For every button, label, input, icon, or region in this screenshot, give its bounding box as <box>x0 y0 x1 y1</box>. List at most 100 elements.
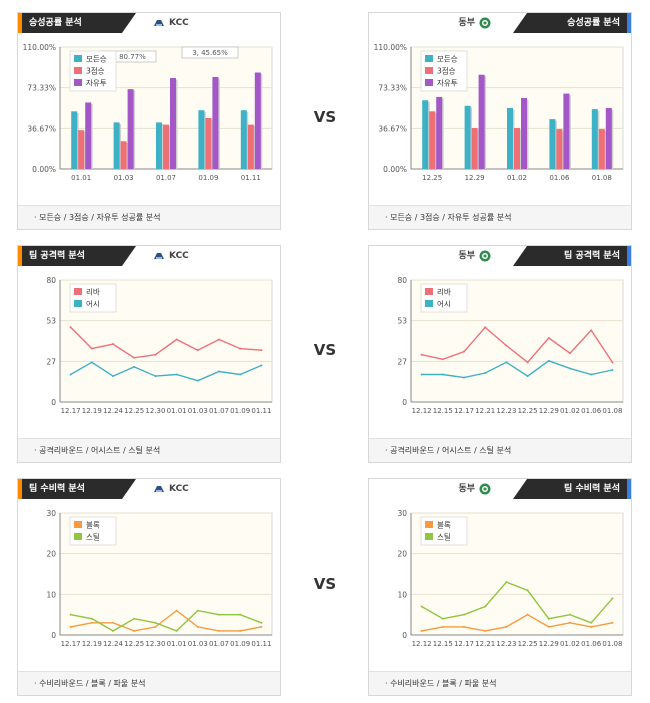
panel-header: 승성공률 분석 KCC <box>18 13 280 33</box>
point-리바 <box>590 329 593 332</box>
panel-title: 승성공률 분석 <box>513 13 631 33</box>
bar-자유투 <box>605 108 612 169</box>
y-tick-label: 36.67% <box>27 124 56 133</box>
point-리바 <box>218 338 220 341</box>
panel-title: 팀 공격력 분석 <box>18 246 136 266</box>
bar-3점승 <box>598 129 605 169</box>
team-label: 동부 <box>458 482 491 496</box>
point-리바 <box>239 347 242 350</box>
dongbu-logo-icon <box>479 483 491 495</box>
legend-swatch <box>74 533 82 540</box>
bar-자유투 <box>521 98 527 169</box>
x-tick-label: 12.25 <box>124 640 144 648</box>
y-tick-label: 30 <box>46 509 56 518</box>
panel-footer: · 공격리바운드 / 어시스트 / 스틸 분석 <box>369 438 631 462</box>
point-리바 <box>260 349 263 352</box>
bar-모든승 <box>198 110 205 169</box>
point-블록 <box>547 625 550 628</box>
x-tick-label: 12.17 <box>454 640 474 648</box>
bar-모든승 <box>156 122 162 169</box>
point-어시 <box>547 359 550 362</box>
x-tick-label: 12.12 <box>412 407 432 415</box>
panel-title: 팀 수비력 분석 <box>513 479 631 499</box>
bar-3점승 <box>429 111 436 169</box>
vs-label: VS <box>313 108 337 126</box>
point-리바 <box>154 353 157 356</box>
point-리바 <box>505 344 508 347</box>
bar-모든승 <box>591 109 598 169</box>
point-블록 <box>590 625 593 628</box>
bar-모든승 <box>549 119 556 169</box>
legend-label: 3점승 <box>437 66 456 76</box>
vs-label: VS <box>313 575 337 593</box>
legend-label: 모든승 <box>86 55 107 64</box>
bar-모든승 <box>71 111 78 169</box>
bar-자유투 <box>436 96 443 169</box>
bar-3점승 <box>163 124 169 169</box>
point-블록 <box>112 621 114 624</box>
bar-자유투 <box>254 72 261 169</box>
y-tick-label: 27 <box>397 357 407 366</box>
legend-label: 리바 <box>437 287 451 297</box>
legend-swatch <box>74 300 82 307</box>
point-리바 <box>90 347 93 350</box>
bar-모든승 <box>422 100 429 169</box>
legend-label: 자유투 <box>86 79 107 88</box>
y-tick-label: 0 <box>402 631 407 640</box>
vs-label: VS <box>313 341 337 359</box>
point-어시 <box>526 375 529 378</box>
point-리바 <box>196 349 199 352</box>
point-블록 <box>611 621 614 624</box>
point-블록 <box>90 621 93 624</box>
point-어시 <box>239 373 242 376</box>
point-어시 <box>505 361 508 364</box>
y-tick-label: 20 <box>397 550 407 559</box>
chart-panel-p3: 팀 공격력 분석 KCC 0 27 53 80 12.17 12.19 12.24 12.25 12… <box>17 245 281 463</box>
chart-panel-p6: 팀 수비력 분석 동부 0 10 20 30 12.12 12.15 12.17 12.21 12.… <box>368 478 632 696</box>
x-tick-label: 12.25 <box>518 407 538 415</box>
point-블록 <box>505 625 508 628</box>
y-tick-label: 0 <box>402 398 407 407</box>
x-tick-label: 01.01 <box>71 174 91 182</box>
x-tick-label: 12.30 <box>145 640 165 648</box>
point-스틸 <box>547 617 550 620</box>
x-tick-label: 12.12 <box>412 640 432 648</box>
x-tick-label: 12.25 <box>518 640 538 648</box>
annotation-box: 3, 45.65% <box>181 46 239 59</box>
chart-bar: 0.00% 36.67% 73.33% 110.00% 3, 80.77% 3, 45.6… <box>23 43 273 182</box>
bar-3점승 <box>120 141 127 169</box>
point-리바 <box>547 336 550 339</box>
chart-panel-p2: 승성공률 분석 동부 0.00% 36.67% 73.33% 110.00% 12.25 12… <box>368 12 632 230</box>
point-블록 <box>569 621 571 624</box>
team-name: KCC <box>169 18 189 28</box>
y-tick-label: 0 <box>51 631 56 640</box>
bar-모든승 <box>240 110 247 169</box>
bar-3점승 <box>556 129 563 169</box>
x-tick-label: 12.30 <box>145 407 165 415</box>
y-tick-label: 73.33% <box>27 84 56 93</box>
x-tick-label: 12.24 <box>103 407 124 415</box>
panel-header: 팀 공격력 분석 KCC <box>18 246 280 266</box>
x-tick-label: 12.19 <box>82 407 102 415</box>
point-스틸 <box>420 605 423 608</box>
y-tick-label: 53 <box>397 317 407 326</box>
bar-3점승 <box>205 117 212 169</box>
x-tick-label: 01.08 <box>602 407 622 415</box>
point-스틸 <box>611 597 614 600</box>
x-tick-label: 01.01 <box>167 407 187 415</box>
team-name: 동부 <box>458 18 475 28</box>
chart-line: 0 27 53 80 12.12 12.15 12.17 12.21 12.23 12.25 12.… <box>397 276 624 415</box>
x-tick-label: 01.09 <box>230 640 250 648</box>
x-tick-label: 01.07 <box>209 640 229 648</box>
legend-label: 자유투 <box>437 79 458 88</box>
y-tick-label: 20 <box>46 550 56 559</box>
point-어시 <box>154 375 157 378</box>
panel-footer: · 공격리바운드 / 어시스트 / 스틸 분석 <box>18 438 280 462</box>
point-블록 <box>420 629 423 632</box>
point-리바 <box>133 356 136 359</box>
x-tick-label: 01.02 <box>560 407 580 415</box>
point-블록 <box>526 613 529 616</box>
